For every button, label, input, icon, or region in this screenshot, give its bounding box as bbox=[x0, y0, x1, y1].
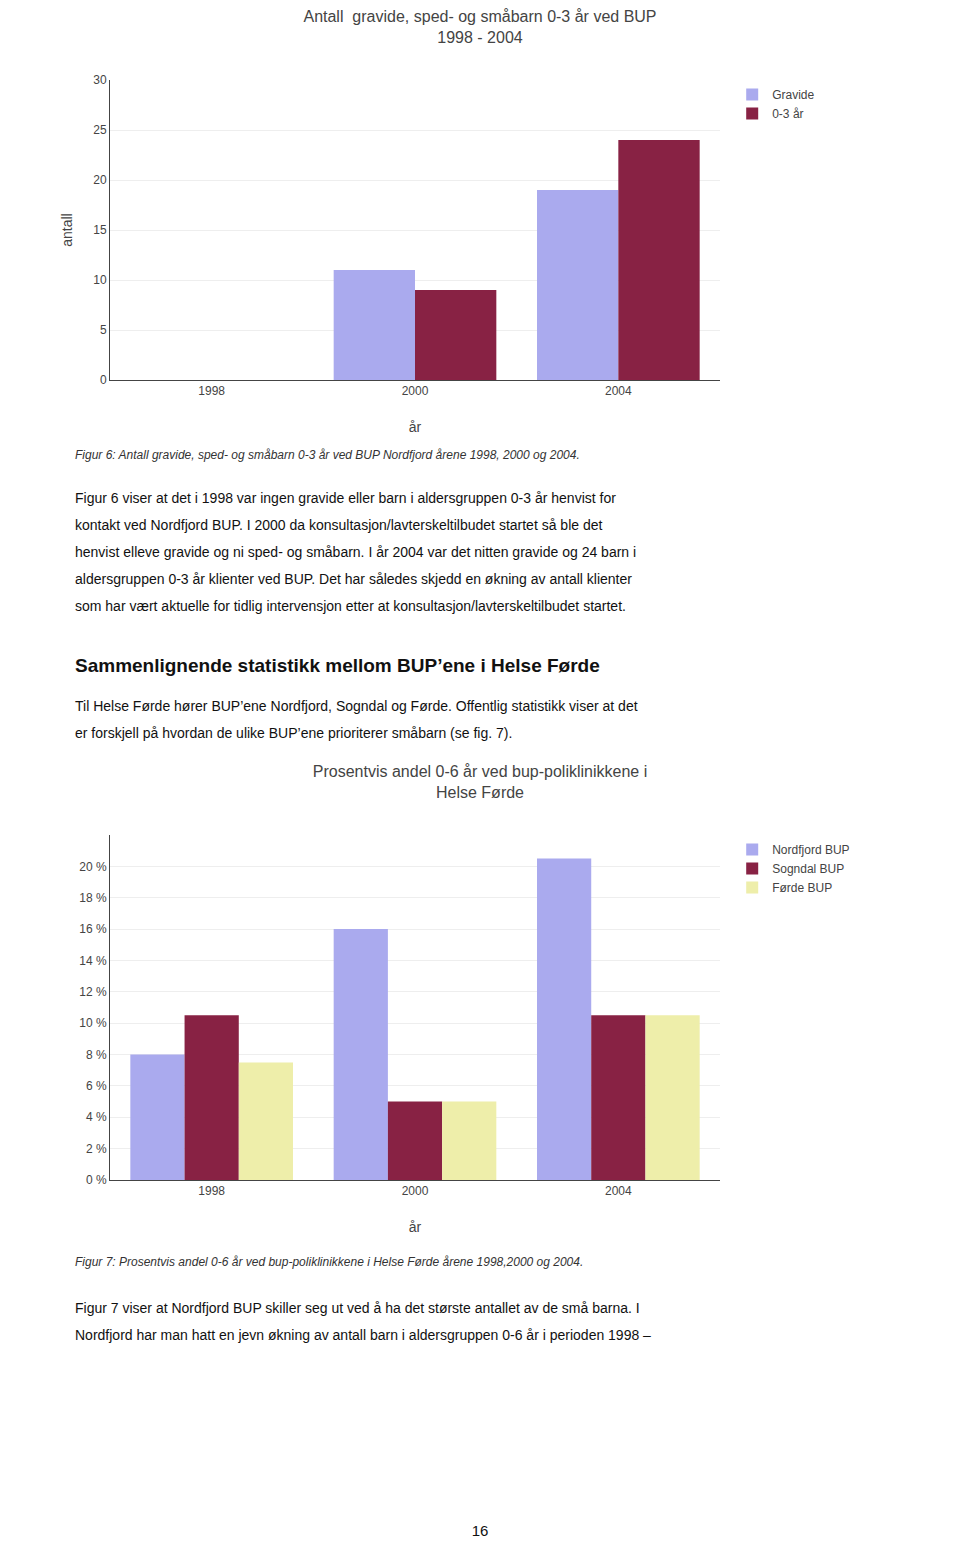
svg-text:14 %: 14 % bbox=[79, 954, 107, 968]
html-text:Til Helse Førde hører BUP’ene: Til Helse Førde hører BUP’ene Nordfjord,… bbox=[75, 698, 638, 714]
svg-text:20 %: 20 % bbox=[79, 860, 107, 874]
svg-text:Nordfjord BUP: Nordfjord BUP bbox=[772, 843, 849, 857]
svg-text:5: 5 bbox=[100, 323, 107, 337]
html-text:Figur 6 viser at det i 1998 va: Figur 6 viser at det i 1998 var ingen gr… bbox=[75, 490, 616, 506]
html-text:Figur 7 viser at Nordfjord BUP: Figur 7 viser at Nordfjord BUP skiller s… bbox=[75, 1300, 640, 1316]
svg-text:0 %: 0 % bbox=[86, 1173, 107, 1187]
html-text:er forskjell på hvordan de uli: er forskjell på hvordan de ulike BUP’ene… bbox=[75, 725, 513, 741]
svg-text:8 %: 8 % bbox=[86, 1048, 107, 1062]
svg-text:16 %: 16 % bbox=[79, 922, 107, 936]
svg-text:1998: 1998 bbox=[198, 384, 225, 398]
html-text:henvist elleve gravide og ni s: henvist elleve gravide og ni sped- og sm… bbox=[75, 544, 637, 560]
svg-text:10: 10 bbox=[93, 273, 107, 287]
svg-text:20: 20 bbox=[93, 173, 107, 187]
svg-text:18 %: 18 % bbox=[79, 891, 107, 905]
svg-text:Antall gravide, sped- og småb: Antall gravide, sped- og småbarn 0-3 år … bbox=[303, 8, 656, 46]
svg-text:Sogndal BUP: Sogndal BUP bbox=[772, 862, 844, 876]
html-text:Figur 7: Prosentvis andel 0-6: Figur 7: Prosentvis andel 0-6 år ved bup… bbox=[75, 1255, 584, 1269]
svg-text:2 %: 2 % bbox=[86, 1142, 107, 1156]
svg-text:Førde BUP: Førde BUP bbox=[772, 881, 832, 895]
svg-text:0: 0 bbox=[100, 373, 107, 387]
svg-text:10 %: 10 % bbox=[79, 1016, 107, 1030]
html-text:Nordfjord har man hatt en jevn: Nordfjord har man hatt en jevn økning av… bbox=[75, 1327, 651, 1343]
svg-text:år: år bbox=[409, 419, 422, 435]
svg-text:30: 30 bbox=[93, 73, 107, 87]
svg-text:6 %: 6 % bbox=[86, 1079, 107, 1093]
svg-text:2004: 2004 bbox=[605, 384, 632, 398]
html-text:kontakt ved Nordfjord BUP. I 2: kontakt ved Nordfjord BUP. I 2000 da kon… bbox=[75, 517, 603, 533]
svg-text:2000: 2000 bbox=[402, 1184, 429, 1198]
html-text:16: 16 bbox=[471, 1522, 489, 1539]
svg-text:0-3 år: 0-3 år bbox=[772, 107, 803, 121]
svg-text:år: år bbox=[409, 1219, 422, 1235]
svg-text:Prosentvis andel 0-6 år ved bu: Prosentvis andel 0-6 år ved bup-poliklin… bbox=[313, 763, 647, 801]
svg-text:15: 15 bbox=[93, 223, 107, 237]
svg-text:antall: antall bbox=[59, 213, 75, 246]
svg-text:4 %: 4 % bbox=[86, 1110, 107, 1124]
html-text:Figur 6: Antall gravide, sped-: Figur 6: Antall gravide, sped- og småbar… bbox=[75, 448, 580, 462]
html-text:som har vært aktuelle for tidl: som har vært aktuelle for tidlig interve… bbox=[75, 598, 626, 614]
html-text:aldersgruppen 0-3 år klienter: aldersgruppen 0-3 år klienter ved BUP. D… bbox=[75, 571, 632, 587]
svg-text:2000: 2000 bbox=[402, 384, 429, 398]
html-text:Sammenlignende statistikk mell: Sammenlignende statistikk mellom BUP’ene… bbox=[75, 655, 600, 676]
svg-text:25: 25 bbox=[93, 123, 107, 137]
svg-text:2004: 2004 bbox=[605, 1184, 632, 1198]
svg-text:1998: 1998 bbox=[198, 1184, 225, 1198]
svg-text:12 %: 12 % bbox=[79, 985, 107, 999]
svg-text:Gravide: Gravide bbox=[772, 88, 814, 102]
